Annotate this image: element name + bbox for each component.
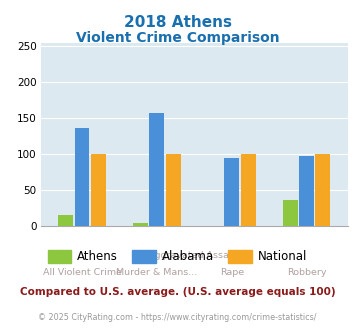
Bar (241, 153, 256, 226)
Text: Rape: Rape (220, 268, 244, 277)
Bar (149, 113, 164, 226)
Text: © 2025 CityRating.com - https://www.cityrating.com/crime-statistics/: © 2025 CityRating.com - https://www.city… (38, 313, 317, 322)
Bar (316, 153, 331, 226)
Bar (133, 223, 148, 226)
Bar (58, 215, 73, 226)
Bar (299, 156, 314, 226)
Text: Robbery: Robbery (287, 268, 327, 277)
Bar (91, 153, 106, 226)
Bar (224, 158, 239, 226)
Bar (75, 128, 89, 226)
Legend: Athens, Alabama, National: Athens, Alabama, National (43, 245, 312, 268)
Bar (166, 153, 181, 226)
Text: Murder & Mans...: Murder & Mans... (116, 268, 197, 277)
Bar (283, 200, 298, 226)
Text: Violent Crime Comparison: Violent Crime Comparison (76, 31, 279, 45)
Text: 2018 Athens: 2018 Athens (124, 15, 231, 30)
Text: Aggravated Assault: Aggravated Assault (148, 251, 241, 260)
Text: All Violent Crime: All Violent Crime (43, 268, 121, 277)
Text: Compared to U.S. average. (U.S. average equals 100): Compared to U.S. average. (U.S. average … (20, 287, 335, 297)
